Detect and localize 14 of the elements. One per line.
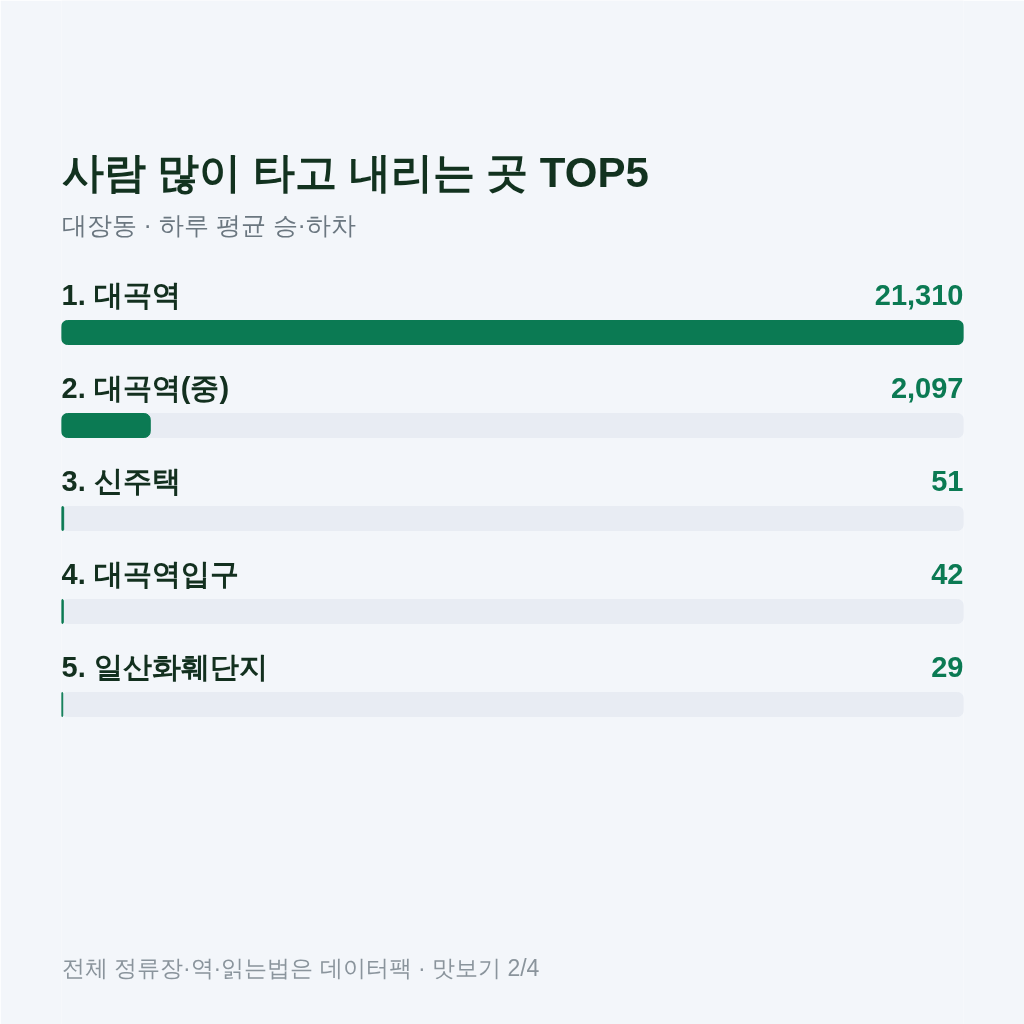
text: 전체 정류장·역·읽는법은 데이터팩 · 맛보기 2/4 (61, 954, 540, 981)
chart-title: 사람 많이 타고 내리는 곳 TOP5 (61, 149, 649, 196)
data-label: 29 (931, 650, 964, 683)
bar (61, 413, 151, 438)
data-label: 21,310 (874, 278, 964, 311)
y-tick-label: 2. 대곡역(중) (61, 371, 230, 404)
y-tick-label: 1. 대곡역 (61, 278, 181, 311)
data-label: 42 (931, 557, 964, 590)
chart-subtitle: 대장동 · 하루 평균 승·하차 (61, 210, 356, 239)
data-label: 51 (931, 464, 964, 497)
y-tick-label: 5. 일산화훼단지 (61, 650, 268, 683)
y-tick-label: 3. 신주택 (61, 464, 181, 497)
data-label: 2,097 (890, 371, 964, 404)
y-tick-label: 4. 대곡역입구 (61, 557, 239, 590)
